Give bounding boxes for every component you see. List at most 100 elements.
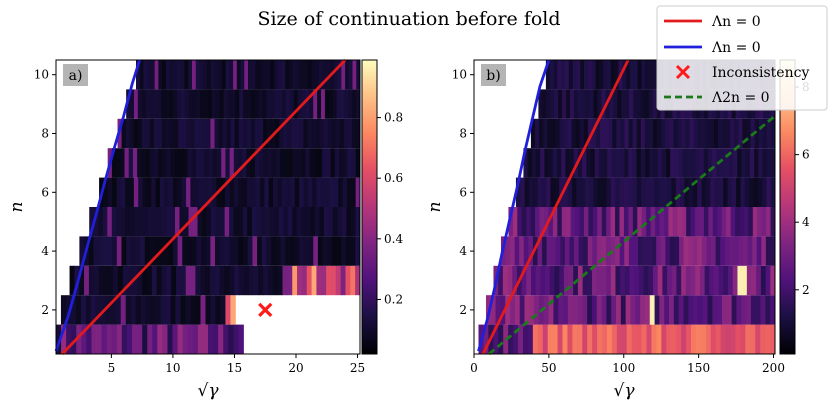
heatmap-cell — [243, 89, 248, 119]
heatmap-cell — [317, 148, 323, 178]
heatmap-cell — [711, 236, 717, 266]
heatmap-cell — [587, 295, 593, 325]
heatmap-cell — [328, 207, 334, 237]
heatmap-cell — [285, 236, 291, 266]
heatmap-cell — [291, 118, 296, 149]
heatmap-cell — [107, 207, 113, 237]
heatmap-cell — [231, 89, 236, 119]
heatmap-cell — [554, 265, 560, 296]
heatmap-cell — [326, 265, 332, 296]
heatmap-cell — [196, 236, 202, 266]
heatmap-cell — [640, 89, 646, 119]
heatmap-cell — [142, 324, 148, 354]
heatmap-cell — [688, 177, 694, 207]
heatmap-cell — [619, 148, 625, 178]
heatmap-cell — [328, 89, 334, 119]
heatmap-cell — [177, 324, 184, 354]
heatmap-cell — [278, 207, 284, 237]
heatmap-cell — [251, 60, 256, 90]
heatmap-cell — [110, 295, 117, 325]
panel-b: 0 50 100 150 200 2 4 6 8 10 b) √γ n 2 4 6 8 — [425, 59, 810, 401]
heatmap-cell — [601, 207, 607, 237]
heatmap-cell — [637, 60, 642, 90]
heatmap-cell — [307, 118, 312, 149]
heatmap-cell — [587, 60, 593, 90]
heatmap-cell — [742, 118, 747, 149]
heatmap-cell — [277, 60, 282, 90]
heatmap-cell — [582, 324, 588, 354]
heatmap-cell — [184, 207, 189, 237]
heatmap-cell — [233, 148, 239, 178]
heatmap-cell — [616, 295, 622, 325]
heatmap-cell — [580, 177, 586, 207]
heatmap-cell — [527, 324, 534, 354]
heatmap-cell — [740, 177, 746, 207]
heatmap-cell — [165, 60, 170, 90]
heatmap-cell — [207, 177, 213, 207]
heatmap-cell — [587, 324, 593, 354]
heatmap-cell — [724, 148, 730, 178]
heatmap-cell — [688, 295, 694, 325]
heatmap-cell — [103, 265, 109, 296]
heatmap-cell — [728, 148, 734, 178]
heatmap-cell — [566, 89, 571, 119]
heatmap-cell — [533, 177, 538, 207]
heatmap-cell — [676, 324, 682, 354]
heatmap-cell — [121, 118, 127, 149]
panel-a-xlabel: √γ — [198, 381, 220, 401]
heatmap-cell — [728, 265, 734, 296]
heatmap-cell — [140, 236, 146, 266]
heatmap-cell — [210, 118, 215, 149]
heatmap-cell — [505, 295, 511, 325]
heatmap-cell — [568, 60, 574, 90]
panel-a-colorbar-ticks: 0.2 0.4 0.6 0.8 — [377, 111, 403, 306]
heatmap-cell — [274, 60, 279, 90]
heatmap-cell — [238, 118, 244, 149]
y-tick-label: 8 — [459, 127, 467, 141]
heatmap-cell — [262, 60, 268, 90]
heatmap-cell — [578, 236, 584, 266]
heatmap-cell — [690, 207, 696, 237]
heatmap-cell — [263, 265, 269, 296]
heatmap-cell — [150, 60, 156, 90]
heatmap-cell — [330, 148, 336, 178]
heatmap-cell — [615, 148, 621, 178]
heatmap-cell — [125, 295, 132, 325]
heatmap-cell — [539, 118, 544, 149]
heatmap-cell — [571, 118, 577, 149]
heatmap-cell — [309, 148, 315, 178]
heatmap-cell — [238, 177, 243, 207]
heatmap-cell — [205, 295, 211, 325]
heatmap-cell — [203, 177, 209, 207]
heatmap-cell — [106, 324, 113, 354]
heatmap-cell — [222, 118, 228, 149]
heatmap-cell — [192, 89, 197, 119]
heatmap-cell — [637, 236, 643, 266]
heatmap-cell — [233, 324, 239, 354]
heatmap-cell — [156, 207, 162, 237]
heatmap-cell — [235, 89, 240, 119]
heatmap-cell — [312, 177, 317, 207]
heatmap-cell — [512, 207, 518, 237]
heatmap-cell — [139, 60, 144, 90]
heatmap-cell — [569, 89, 575, 119]
heatmap-cell — [592, 236, 598, 266]
heatmap-cell — [557, 324, 563, 354]
heatmap-cell — [125, 118, 131, 149]
heatmap-cell — [546, 89, 551, 119]
heatmap-cell — [164, 177, 170, 207]
heatmap-cell — [704, 265, 710, 296]
heatmap-cell — [750, 324, 756, 354]
heatmap-cell — [621, 324, 628, 354]
heatmap-cell — [701, 118, 707, 149]
y-tick-label: 10 — [34, 68, 49, 82]
heatmap-cell — [192, 60, 197, 90]
colorbar-tick-label: 6 — [802, 148, 810, 162]
heatmap-cell — [673, 118, 678, 149]
heatmap-cell — [319, 207, 325, 237]
heatmap-cell — [154, 60, 159, 90]
y-tick-label: 2 — [41, 303, 49, 317]
heatmap-cell — [211, 89, 217, 119]
heatmap-cell — [246, 148, 252, 178]
heatmap-cell — [697, 177, 702, 207]
